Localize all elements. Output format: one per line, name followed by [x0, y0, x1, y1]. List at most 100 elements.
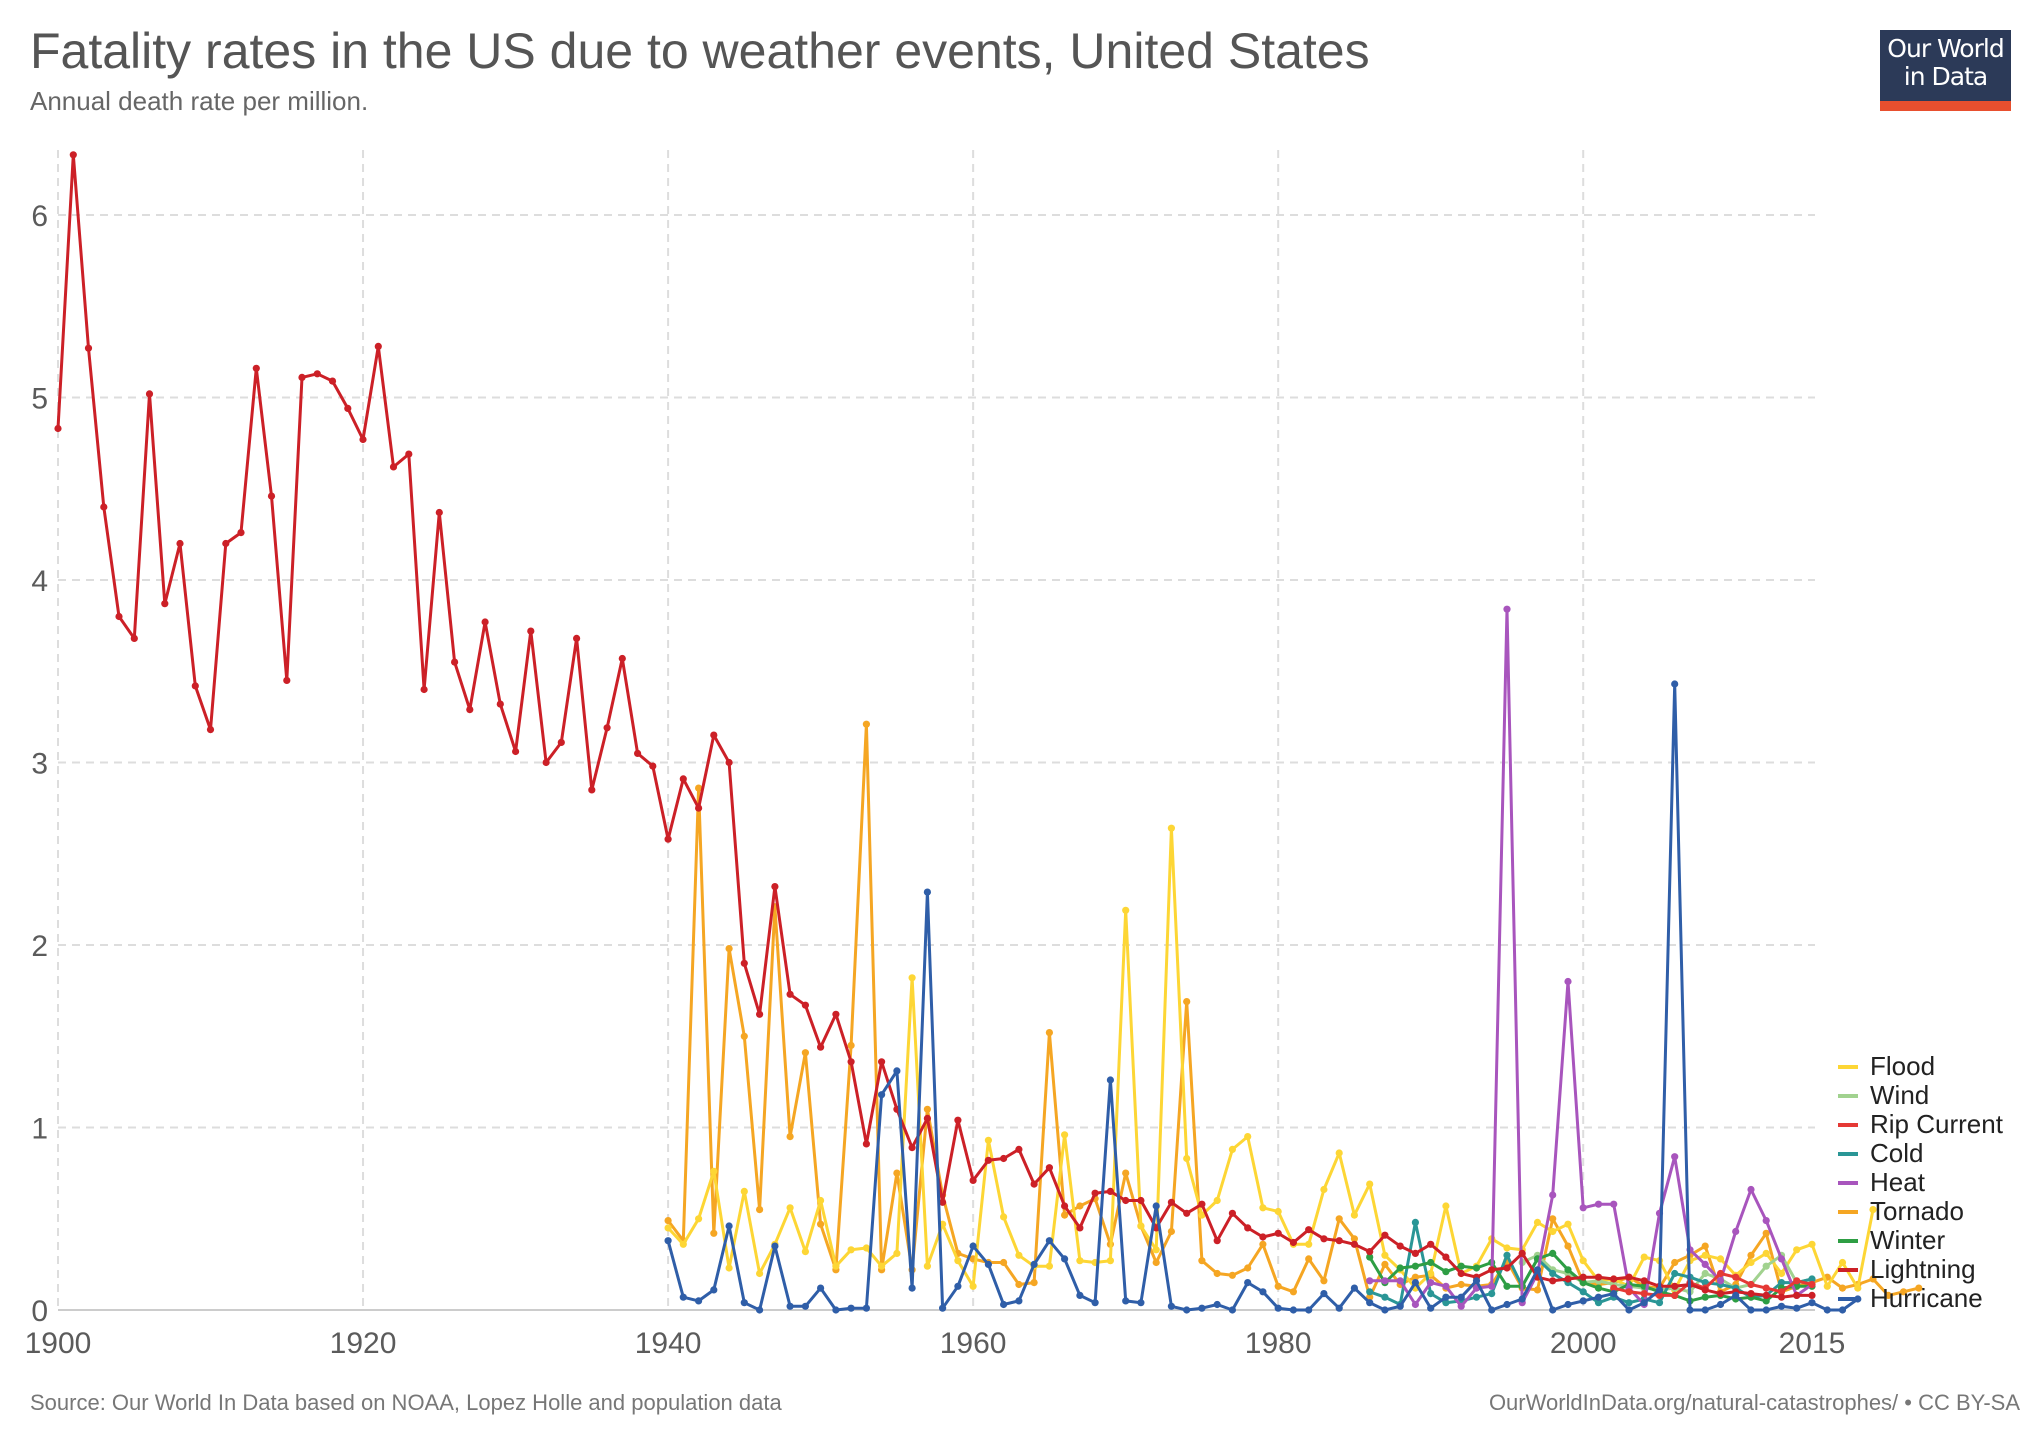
cold-point[interactable] — [1549, 1269, 1557, 1278]
flood-point[interactable] — [1701, 1251, 1709, 1259]
owid-logo[interactable]: Our World in Data — [1880, 30, 2011, 111]
tornado-point[interactable] — [1747, 1251, 1755, 1259]
lightning-point[interactable] — [496, 700, 504, 708]
lightning-point[interactable] — [847, 1058, 855, 1066]
hurricane-point[interactable] — [1289, 1306, 1297, 1314]
hurricane-point[interactable] — [1671, 680, 1679, 688]
flood-point[interactable] — [786, 1204, 794, 1212]
heat-point[interactable] — [1732, 1227, 1740, 1236]
flood-point[interactable] — [1381, 1251, 1389, 1259]
lightning-point[interactable] — [1457, 1269, 1465, 1278]
lightning-point[interactable] — [1305, 1226, 1313, 1234]
winter-point[interactable] — [1472, 1264, 1481, 1272]
tornado-point[interactable] — [695, 784, 703, 792]
hurricane-point[interactable] — [1762, 1306, 1770, 1314]
hurricane-point[interactable] — [969, 1242, 977, 1250]
hurricane-point[interactable] — [1137, 1299, 1145, 1307]
flood-point[interactable] — [1213, 1196, 1221, 1205]
lightning-point[interactable] — [1198, 1200, 1206, 1208]
tornado-point[interactable] — [817, 1220, 825, 1228]
tornado-point[interactable] — [1167, 1227, 1175, 1236]
lightning-point[interactable] — [267, 492, 276, 500]
legend-item-tornado[interactable]: Tornado — [1838, 1196, 2003, 1226]
lightning-point[interactable] — [984, 1156, 993, 1164]
hurricane-point[interactable] — [1259, 1288, 1267, 1296]
rip-current-point[interactable] — [1625, 1288, 1633, 1296]
hurricane-point[interactable] — [786, 1302, 794, 1310]
rip-current-point[interactable] — [1671, 1291, 1679, 1299]
hurricane-point[interactable] — [1747, 1306, 1755, 1314]
lightning-point[interactable] — [1274, 1229, 1282, 1237]
lightning-point[interactable] — [145, 390, 154, 398]
lightning-point[interactable] — [1442, 1253, 1450, 1261]
lightning-point[interactable] — [222, 539, 230, 548]
flood-point[interactable] — [1366, 1180, 1374, 1188]
lightning-point[interactable] — [84, 344, 93, 352]
flood-point[interactable] — [847, 1246, 855, 1254]
lightning-point[interactable] — [1000, 1154, 1008, 1163]
hurricane-point[interactable] — [1091, 1299, 1099, 1307]
flood-point[interactable] — [1305, 1240, 1313, 1248]
heat-point[interactable] — [1488, 1282, 1496, 1290]
flood-point[interactable] — [1000, 1213, 1008, 1221]
flood-point[interactable] — [1793, 1246, 1801, 1254]
tornado-point[interactable] — [1045, 1029, 1053, 1037]
hurricane-point[interactable] — [1793, 1304, 1801, 1312]
lightning-point[interactable] — [1259, 1233, 1267, 1241]
winter-point[interactable] — [1442, 1268, 1450, 1276]
tornado-point[interactable] — [1305, 1255, 1313, 1263]
lightning-point[interactable] — [1289, 1238, 1297, 1247]
lightning-point[interactable] — [1610, 1275, 1618, 1283]
lightning-point[interactable] — [466, 706, 474, 714]
lightning-point[interactable] — [161, 600, 169, 608]
tornado-point[interactable] — [801, 1049, 810, 1057]
lightning-point[interactable] — [237, 529, 245, 537]
hurricane-point[interactable] — [1122, 1297, 1130, 1305]
lightning-point[interactable] — [1320, 1235, 1328, 1243]
hurricane-point[interactable] — [1061, 1255, 1069, 1263]
flood-point[interactable] — [1854, 1284, 1862, 1292]
heat-point[interactable] — [1610, 1200, 1618, 1208]
lightning-point[interactable] — [328, 377, 337, 385]
flood-point[interactable] — [1274, 1207, 1282, 1216]
tornado-point[interactable] — [1183, 998, 1191, 1006]
lightning-point[interactable] — [756, 1010, 764, 1018]
hurricane-point[interactable] — [1076, 1291, 1084, 1299]
lightning-point[interactable] — [664, 835, 672, 843]
rip-current-point[interactable] — [1640, 1290, 1648, 1298]
hurricane-point[interactable] — [1305, 1306, 1313, 1314]
tornado-point[interactable] — [1198, 1257, 1206, 1265]
lightning-point[interactable] — [862, 1140, 871, 1148]
flood-point[interactable] — [1045, 1262, 1053, 1270]
tornado-point[interactable] — [1061, 1211, 1069, 1219]
heat-point[interactable] — [1549, 1191, 1557, 1199]
lightning-point[interactable] — [1122, 1196, 1130, 1205]
lightning-point[interactable] — [679, 775, 687, 783]
winter-point[interactable] — [1549, 1249, 1557, 1257]
flood-point[interactable] — [984, 1136, 993, 1144]
lightning-point[interactable] — [954, 1116, 962, 1124]
flood-point[interactable] — [710, 1167, 718, 1175]
hurricane-point[interactable] — [1015, 1297, 1023, 1305]
winter-point[interactable] — [1396, 1264, 1404, 1272]
winter-point[interactable] — [1457, 1262, 1465, 1270]
lightning-point[interactable] — [1777, 1293, 1786, 1301]
flood-point[interactable] — [1015, 1251, 1023, 1259]
tornado-point[interactable] — [725, 945, 733, 953]
legend-item-winter[interactable]: Winter — [1838, 1225, 2003, 1255]
lightning-point[interactable] — [1366, 1248, 1374, 1256]
flood-point[interactable] — [817, 1196, 825, 1205]
rip-current-point[interactable] — [1808, 1280, 1816, 1289]
tornado-point[interactable] — [1335, 1215, 1343, 1223]
flood-point[interactable] — [1335, 1149, 1343, 1157]
lightning-point[interactable] — [1030, 1180, 1038, 1188]
winter-point[interactable] — [1579, 1279, 1587, 1287]
legend-item-lightning[interactable]: Lightning — [1838, 1254, 2003, 1284]
lightning-point[interactable] — [115, 612, 123, 621]
lightning-point[interactable] — [374, 342, 382, 350]
flood-point[interactable] — [1152, 1246, 1160, 1254]
lightning-point[interactable] — [435, 508, 443, 517]
hurricane-point[interactable] — [893, 1067, 901, 1075]
lightning-point[interactable] — [176, 539, 184, 548]
tornado-point[interactable] — [1549, 1215, 1557, 1223]
